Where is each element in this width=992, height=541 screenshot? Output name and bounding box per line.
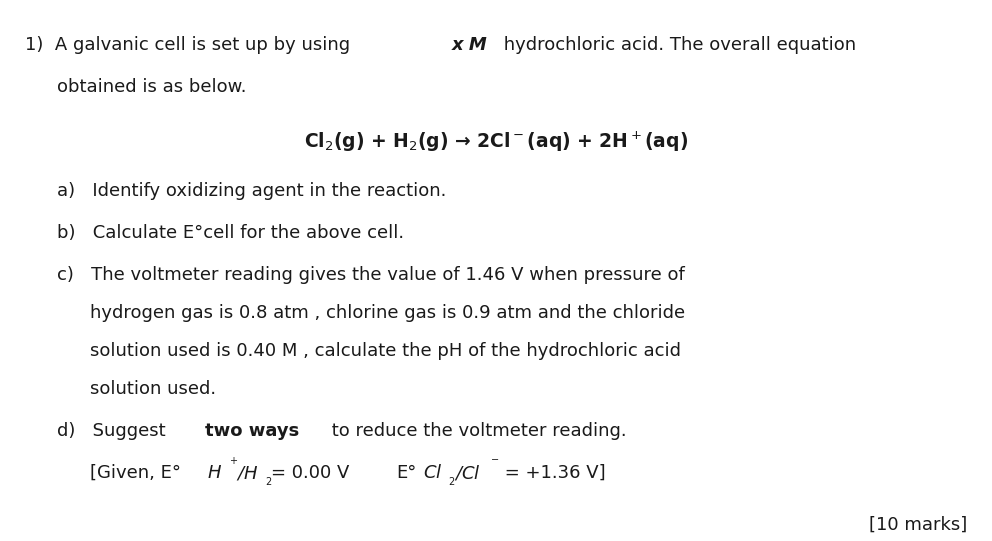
Text: = +1.36 V]: = +1.36 V]	[499, 464, 605, 482]
Text: [Given, E°: [Given, E°	[90, 464, 181, 482]
Text: b)   Calculate E°cell for the above cell.: b) Calculate E°cell for the above cell.	[57, 224, 404, 242]
Text: to reduce the voltmeter reading.: to reduce the voltmeter reading.	[326, 422, 627, 440]
Text: Cl$_2$(g) + H$_2$(g) → 2Cl$^-$(aq) + 2H$^+$(aq): Cl$_2$(g) + H$_2$(g) → 2Cl$^-$(aq) + 2H$…	[304, 130, 688, 154]
Text: two ways: two ways	[204, 422, 299, 440]
Text: $^-$: $^-$	[488, 456, 499, 470]
Text: $_2$: $_2$	[448, 474, 455, 488]
Text: d)   Suggest: d) Suggest	[57, 422, 172, 440]
Text: /$Cl$: /$Cl$	[453, 464, 480, 483]
Text: 1)  A galvanic cell is set up by using: 1) A galvanic cell is set up by using	[25, 36, 356, 54]
Text: $H$: $H$	[207, 464, 222, 482]
Text: hydrochloric acid. The overall equation: hydrochloric acid. The overall equation	[498, 36, 856, 54]
Text: c)   The voltmeter reading gives the value of 1.46 V when pressure of: c) The voltmeter reading gives the value…	[57, 266, 684, 284]
Text: obtained is as below.: obtained is as below.	[57, 78, 246, 96]
Text: a)   Identify oxidizing agent in the reaction.: a) Identify oxidizing agent in the react…	[57, 182, 446, 200]
Text: $Cl$: $Cl$	[423, 464, 442, 482]
Text: [10 marks]: [10 marks]	[869, 516, 967, 534]
Text: solution used is 0.40 M , calculate the pH of the hydrochloric acid: solution used is 0.40 M , calculate the …	[90, 342, 681, 360]
Text: $^+$: $^+$	[227, 456, 238, 470]
Text: x M: x M	[452, 36, 488, 54]
Text: E°: E°	[397, 464, 417, 482]
Text: = 0.00 V: = 0.00 V	[271, 464, 349, 482]
Text: hydrogen gas is 0.8 atm , chlorine gas is 0.9 atm and the chloride: hydrogen gas is 0.8 atm , chlorine gas i…	[90, 304, 685, 322]
Text: $_2$: $_2$	[265, 474, 273, 488]
Text: /$H$: /$H$	[236, 464, 259, 482]
Text: solution used.: solution used.	[90, 380, 216, 398]
